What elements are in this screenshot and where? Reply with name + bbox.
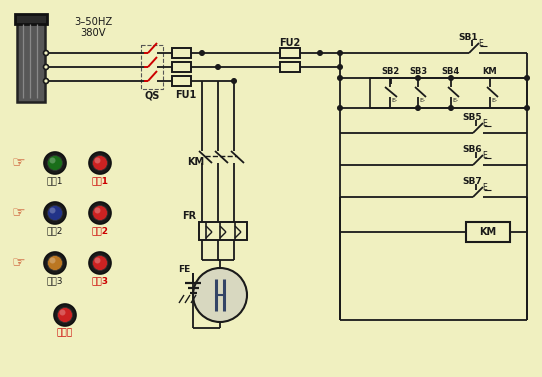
Circle shape (338, 106, 343, 110)
Circle shape (338, 51, 343, 55)
Text: E-: E- (391, 98, 397, 103)
Circle shape (93, 155, 107, 170)
Text: 380V: 380V (80, 28, 106, 38)
Bar (15, 14, 47, 24)
Bar (280, 48, 300, 58)
Text: SB1: SB1 (458, 32, 478, 41)
Bar (199, 222, 247, 240)
Text: SB4: SB4 (442, 67, 460, 77)
Circle shape (338, 76, 343, 80)
Text: ☞: ☞ (11, 205, 25, 221)
Circle shape (93, 205, 107, 221)
Text: SB7: SB7 (462, 176, 482, 185)
Circle shape (216, 65, 220, 69)
Circle shape (43, 64, 48, 69)
Bar (172, 62, 191, 72)
Circle shape (54, 304, 76, 326)
Circle shape (449, 76, 453, 80)
Text: ☞: ☞ (11, 256, 25, 271)
Text: SB2: SB2 (381, 67, 399, 77)
Text: 启动2: 启动2 (47, 227, 63, 236)
Circle shape (49, 207, 55, 213)
Text: SB5: SB5 (462, 112, 482, 121)
Bar (370, 78, 527, 108)
Text: E-: E- (491, 98, 497, 103)
Circle shape (48, 155, 62, 170)
Bar (280, 62, 300, 72)
Text: 总停止: 总停止 (57, 328, 73, 337)
Text: E-: E- (452, 98, 458, 103)
Text: E: E (479, 40, 483, 49)
Circle shape (48, 256, 62, 271)
Text: FR: FR (182, 211, 196, 221)
Text: E: E (482, 120, 487, 129)
Text: QS: QS (144, 90, 160, 100)
Bar (172, 48, 191, 58)
Circle shape (89, 252, 111, 274)
Text: ☞: ☞ (11, 155, 25, 170)
Circle shape (94, 207, 100, 213)
Text: FU1: FU1 (176, 90, 197, 100)
Circle shape (94, 158, 100, 164)
Circle shape (94, 257, 100, 264)
Circle shape (44, 152, 66, 174)
Text: 停止1: 停止1 (92, 176, 108, 185)
Circle shape (57, 308, 73, 322)
Circle shape (318, 51, 322, 55)
Circle shape (193, 268, 247, 322)
Bar (172, 76, 191, 86)
Circle shape (44, 252, 66, 274)
Text: SB6: SB6 (462, 144, 482, 153)
Text: 停止2: 停止2 (92, 227, 108, 236)
Circle shape (525, 76, 530, 80)
Circle shape (60, 310, 66, 316)
Circle shape (48, 205, 62, 221)
Text: SB3: SB3 (409, 67, 427, 77)
Text: FE: FE (178, 265, 190, 273)
Circle shape (231, 79, 236, 83)
Circle shape (93, 256, 107, 271)
Circle shape (338, 65, 343, 69)
Circle shape (416, 106, 420, 110)
Circle shape (525, 106, 530, 110)
Bar (17, 20, 45, 102)
Text: KM: KM (480, 227, 496, 237)
Text: E-: E- (419, 98, 425, 103)
Circle shape (49, 257, 55, 264)
Circle shape (89, 152, 111, 174)
Text: E: E (482, 184, 487, 193)
Circle shape (43, 51, 48, 55)
Circle shape (449, 106, 453, 110)
Text: KM: KM (188, 157, 204, 167)
Text: 启动1: 启动1 (47, 176, 63, 185)
Circle shape (89, 202, 111, 224)
Text: 停止3: 停止3 (92, 276, 108, 285)
Text: E: E (482, 152, 487, 161)
Circle shape (49, 158, 55, 164)
Circle shape (199, 51, 204, 55)
Text: FU2: FU2 (279, 38, 301, 48)
Bar (466, 222, 510, 242)
Circle shape (43, 78, 48, 83)
Circle shape (44, 202, 66, 224)
Text: 3–50HZ: 3–50HZ (74, 17, 112, 27)
Text: KM: KM (483, 67, 498, 77)
Circle shape (416, 76, 420, 80)
Bar (141, 45, 163, 89)
Text: 启动3: 启动3 (47, 276, 63, 285)
